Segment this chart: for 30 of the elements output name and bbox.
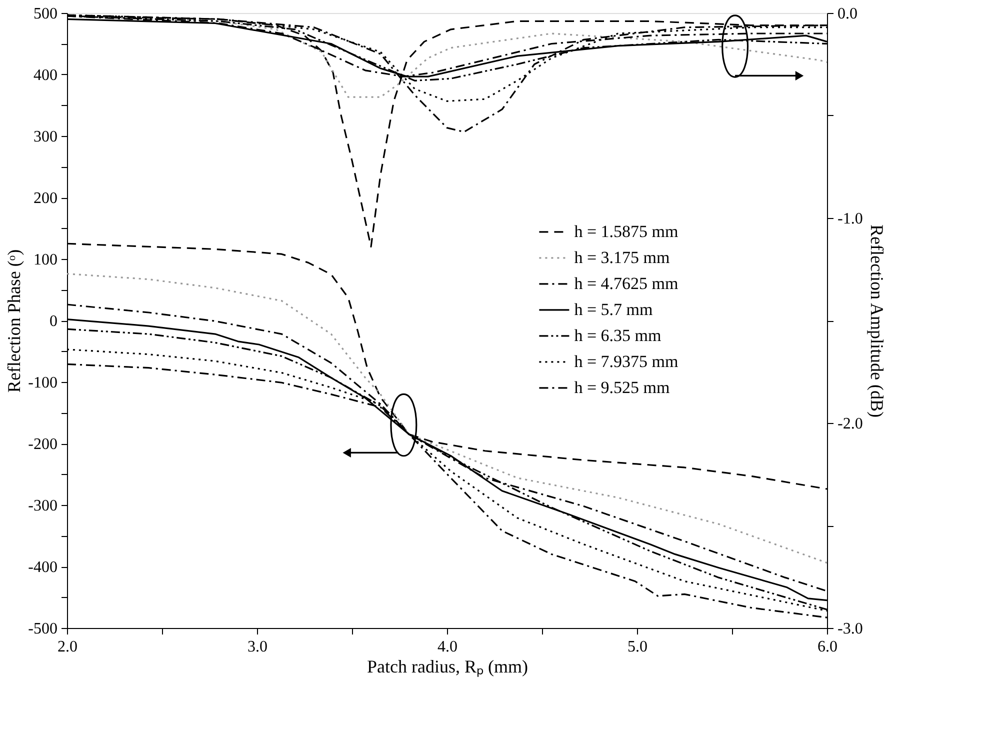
y-tick-label: 500: [34, 6, 58, 22]
legend-label: h = 1.5875 mm: [574, 222, 678, 241]
x-axis-title: Patch radius, Rₚ (mm): [367, 656, 528, 678]
y2-tick-label: -2.0: [838, 416, 863, 432]
y-tick-label: -200: [28, 436, 58, 453]
x-tick-label: 4.0: [438, 638, 458, 656]
y-tick-label: 100: [34, 252, 58, 268]
y-tick-label: 200: [34, 190, 58, 207]
legend-label: h = 4.7625 mm: [574, 274, 678, 293]
y-tick-label: -400: [28, 559, 58, 576]
x-tick-label: 6.0: [818, 638, 838, 656]
legend-label: h = 7.9375 mm: [574, 352, 678, 371]
legend-label: h = 9.525 mm: [574, 378, 670, 397]
legend-label: h = 6.35 mm: [574, 326, 662, 345]
x-tick-label: 5.0: [628, 638, 648, 656]
y2-axis-title: Reflection Amplitude (dB): [866, 224, 887, 418]
y-tick-label: -100: [28, 374, 58, 392]
y-tick-label: 400: [34, 67, 58, 84]
legend-label: h = 3.175 mm: [574, 248, 670, 267]
y-tick-label: -500: [28, 620, 58, 638]
x-tick-label: 3.0: [248, 638, 268, 656]
y2-tick-label: 0.0: [838, 6, 858, 22]
legend-label: h = 5.7 mm: [574, 300, 653, 319]
y-tick-label: 300: [34, 128, 58, 146]
y2-tick-label: -1.0: [838, 210, 863, 228]
y2-tick-label: -3.0: [838, 620, 863, 638]
x-tick-label: 2.0: [58, 638, 78, 656]
y-tick-label: 0: [50, 313, 58, 330]
y-axis-title: Reflection Phase (ᵒ): [4, 249, 24, 393]
y-tick-label: -300: [28, 498, 58, 514]
